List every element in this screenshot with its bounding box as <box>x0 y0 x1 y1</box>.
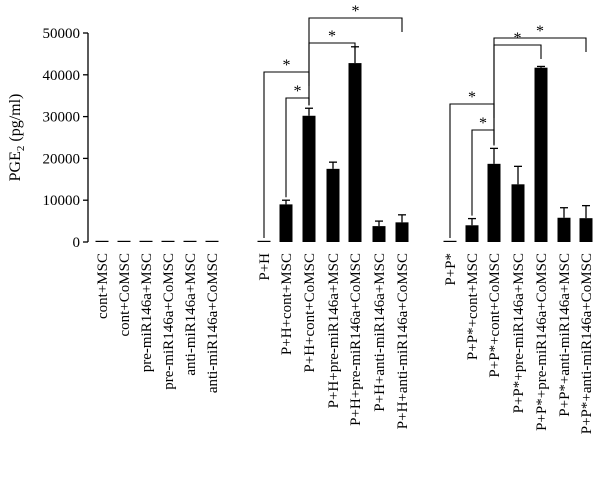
x-tick-label: P+H+cont+MSC <box>279 253 295 355</box>
x-tick-labels: cont+MSC cont+CoMSC pre-miR146a+MSC pre-miR… <box>95 253 595 434</box>
y-axis-label-subscript: 2 <box>15 146 27 152</box>
x-tick-label: P+H+anti-miR146a+CoMSC <box>395 253 411 429</box>
bar <box>534 67 548 242</box>
bar <box>372 226 386 242</box>
x-tick-label: P+H+pre-miR146a+MSC <box>326 253 342 408</box>
x-tick-label: P+P*+cont+CoMSC <box>487 253 503 378</box>
x-tick-label: cont+MSC <box>95 253 111 319</box>
y-tick-label: 10000 <box>43 193 81 209</box>
bar <box>511 184 525 242</box>
significance-bracket <box>493 37 587 146</box>
y-tick-label: 20000 <box>43 151 81 167</box>
x-tick-label: pre-miR146a+MSC <box>139 253 155 372</box>
x-tick-label: P+H <box>257 253 273 281</box>
x-tick-label: P+H+cont+CoMSC <box>302 253 318 373</box>
bar <box>279 204 293 242</box>
significance-star: * <box>283 57 291 74</box>
bar <box>579 218 593 242</box>
y-axis-label: PGE2 (pg/ml) <box>7 94 27 182</box>
x-tick-label: P+H+pre-miR146a+CoMSC <box>348 253 364 426</box>
significance-star: * <box>352 3 360 20</box>
bar <box>348 63 362 242</box>
bar <box>465 225 479 242</box>
y-tick-label: 40000 <box>43 68 81 84</box>
x-tick-label: pre-miR146a+CoMSC <box>161 253 177 390</box>
error-bars <box>282 46 590 227</box>
x-tick-label: P+P*+pre-miR146a+CoMSC <box>534 253 550 431</box>
y-tick-label: 50000 <box>43 26 81 42</box>
significance-bracket <box>308 42 356 106</box>
bar <box>117 240 131 242</box>
significance-star: * <box>536 23 544 40</box>
bar <box>557 217 571 242</box>
y-axis-label-main: PGE <box>7 151 24 181</box>
x-tick-label: P+P*+anti-miR146a+CoMSC <box>579 253 595 434</box>
x-tick-label: P+P*+pre-miR146a+MSC <box>511 253 527 413</box>
x-tick-label: anti-miR146a+MSC <box>183 253 199 376</box>
bar <box>257 240 271 242</box>
y-axis: 0 10000 20000 30000 40000 50000 PGE2 (pg/ml) <box>7 26 89 251</box>
bar <box>95 240 109 242</box>
significance-star: * <box>479 115 487 132</box>
bar <box>487 163 501 242</box>
x-tick-label: anti-miR146a+CoMSC <box>205 253 221 393</box>
significance-star: * <box>294 83 302 100</box>
x-tick-label: P+P*+anti-miR146a+MSC <box>557 253 573 417</box>
bars <box>95 63 593 242</box>
bar <box>443 240 457 242</box>
significance-star: * <box>468 89 476 106</box>
bar <box>139 240 153 242</box>
bar <box>395 222 409 242</box>
bar <box>183 240 197 242</box>
y-tick-label: 30000 <box>43 110 81 126</box>
y-axis-label-unit: (pg/ml) <box>7 94 24 146</box>
bar <box>205 240 219 242</box>
significance-brackets: ******* * <box>263 3 587 238</box>
bar <box>302 115 316 242</box>
x-tick-label: P+H+anti-miR146a+MSC <box>372 253 388 412</box>
significance-star: * <box>328 28 336 45</box>
x-tick-label: cont+CoMSC <box>117 253 133 336</box>
x-tick-label: P+P* <box>443 253 459 286</box>
significance-bracket <box>493 44 542 146</box>
bar <box>326 168 340 242</box>
x-tick-label: P+P*+cont+MSC <box>465 253 481 360</box>
bar <box>161 240 175 242</box>
significance-bracket <box>308 17 403 106</box>
y-tick-label: 0 <box>73 235 81 251</box>
